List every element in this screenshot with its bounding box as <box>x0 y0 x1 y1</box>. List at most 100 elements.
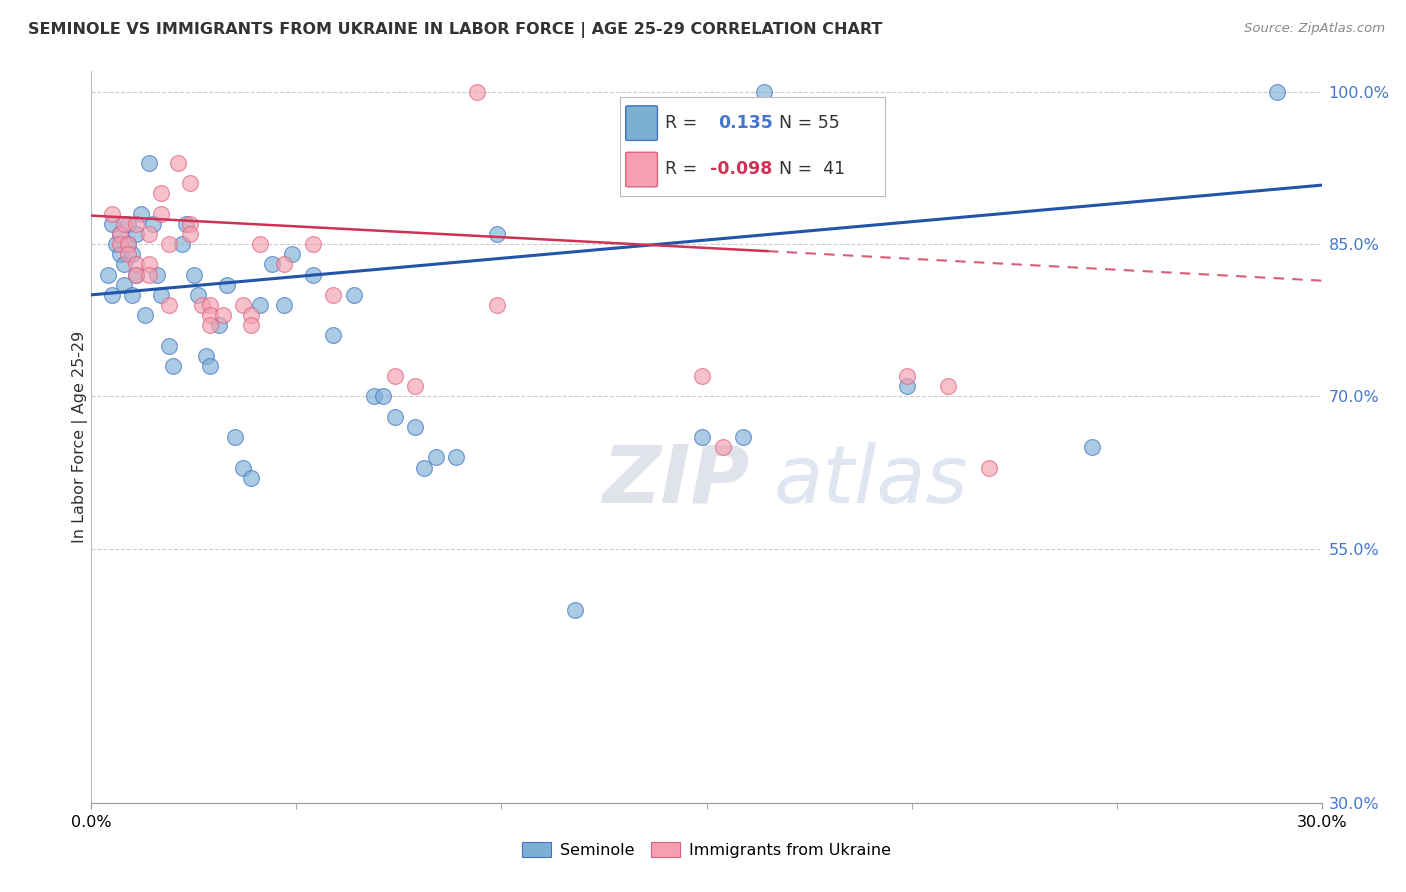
Point <box>125 227 148 241</box>
Point <box>121 288 143 302</box>
Point <box>117 237 139 252</box>
Point <box>200 318 222 333</box>
Point <box>425 450 447 465</box>
FancyBboxPatch shape <box>626 153 658 186</box>
Point <box>112 217 135 231</box>
Text: N = 55: N = 55 <box>779 113 839 132</box>
Point <box>134 308 156 322</box>
Point <box>162 359 184 373</box>
Point <box>195 349 218 363</box>
Point <box>187 288 209 302</box>
Point <box>215 277 238 292</box>
Point <box>129 206 152 220</box>
Point <box>138 257 160 271</box>
Point <box>486 227 509 241</box>
Point <box>191 298 214 312</box>
Point <box>232 298 254 312</box>
Point <box>125 217 148 231</box>
Point <box>384 409 406 424</box>
Point <box>711 440 734 454</box>
Text: R =: R = <box>665 160 697 178</box>
Point <box>404 420 426 434</box>
Point <box>101 288 124 302</box>
Text: SEMINOLE VS IMMIGRANTS FROM UKRAINE IN LABOR FORCE | AGE 25-29 CORRELATION CHART: SEMINOLE VS IMMIGRANTS FROM UKRAINE IN L… <box>28 22 883 38</box>
Point <box>240 318 263 333</box>
Point <box>1081 440 1104 454</box>
Point <box>371 389 394 403</box>
Point <box>211 308 233 322</box>
Point <box>207 318 229 333</box>
Point <box>412 460 434 475</box>
Point <box>179 227 201 241</box>
Point <box>157 338 180 352</box>
Point <box>938 379 960 393</box>
Point <box>896 369 918 384</box>
Point <box>157 298 180 312</box>
Legend: Seminole, Immigrants from Ukraine: Seminole, Immigrants from Ukraine <box>516 836 897 864</box>
Point <box>105 237 127 252</box>
Y-axis label: In Labor Force | Age 25-29: In Labor Force | Age 25-29 <box>72 331 89 543</box>
Point <box>138 268 160 282</box>
Point <box>465 85 488 99</box>
Point <box>384 369 406 384</box>
Point <box>200 359 222 373</box>
Point <box>125 268 148 282</box>
Point <box>979 460 1001 475</box>
Point <box>404 379 426 393</box>
Point <box>564 603 586 617</box>
Point <box>138 227 160 241</box>
Point <box>166 155 188 169</box>
Point <box>232 460 254 475</box>
Point <box>733 430 755 444</box>
Point <box>183 268 205 282</box>
Point <box>301 237 323 252</box>
Point <box>260 257 283 271</box>
Point <box>150 206 173 220</box>
Point <box>150 288 173 302</box>
Point <box>249 237 271 252</box>
Point <box>896 379 918 393</box>
Point <box>692 430 714 444</box>
Point <box>146 268 169 282</box>
Point <box>273 298 295 312</box>
Point <box>108 237 131 252</box>
Point <box>125 268 148 282</box>
Text: 0.135: 0.135 <box>718 113 773 132</box>
Point <box>117 247 139 261</box>
Point <box>150 186 173 201</box>
Point <box>240 308 263 322</box>
Text: atlas: atlas <box>775 442 969 520</box>
Point <box>486 298 509 312</box>
Text: Source: ZipAtlas.com: Source: ZipAtlas.com <box>1244 22 1385 36</box>
Point <box>752 85 775 99</box>
Text: -0.098: -0.098 <box>710 160 773 178</box>
Point <box>322 288 344 302</box>
Point <box>240 471 263 485</box>
Point <box>692 369 714 384</box>
Point <box>117 237 139 252</box>
Point <box>138 155 160 169</box>
Point <box>112 277 135 292</box>
Point <box>170 237 193 252</box>
Point <box>117 217 139 231</box>
Text: ZIP: ZIP <box>602 442 749 520</box>
Point <box>142 217 165 231</box>
Point <box>174 217 197 231</box>
Point <box>108 227 131 241</box>
Point <box>125 257 148 271</box>
Text: N =  41: N = 41 <box>779 160 845 178</box>
Point <box>179 176 201 190</box>
Point <box>200 308 222 322</box>
Text: R =: R = <box>665 113 697 132</box>
Point <box>108 227 131 241</box>
Point <box>157 237 180 252</box>
Point <box>200 298 222 312</box>
Point <box>281 247 304 261</box>
Point <box>273 257 295 271</box>
Point <box>363 389 385 403</box>
FancyBboxPatch shape <box>626 106 658 140</box>
Point <box>322 328 344 343</box>
Point <box>112 257 135 271</box>
Point <box>249 298 271 312</box>
Point <box>301 268 323 282</box>
